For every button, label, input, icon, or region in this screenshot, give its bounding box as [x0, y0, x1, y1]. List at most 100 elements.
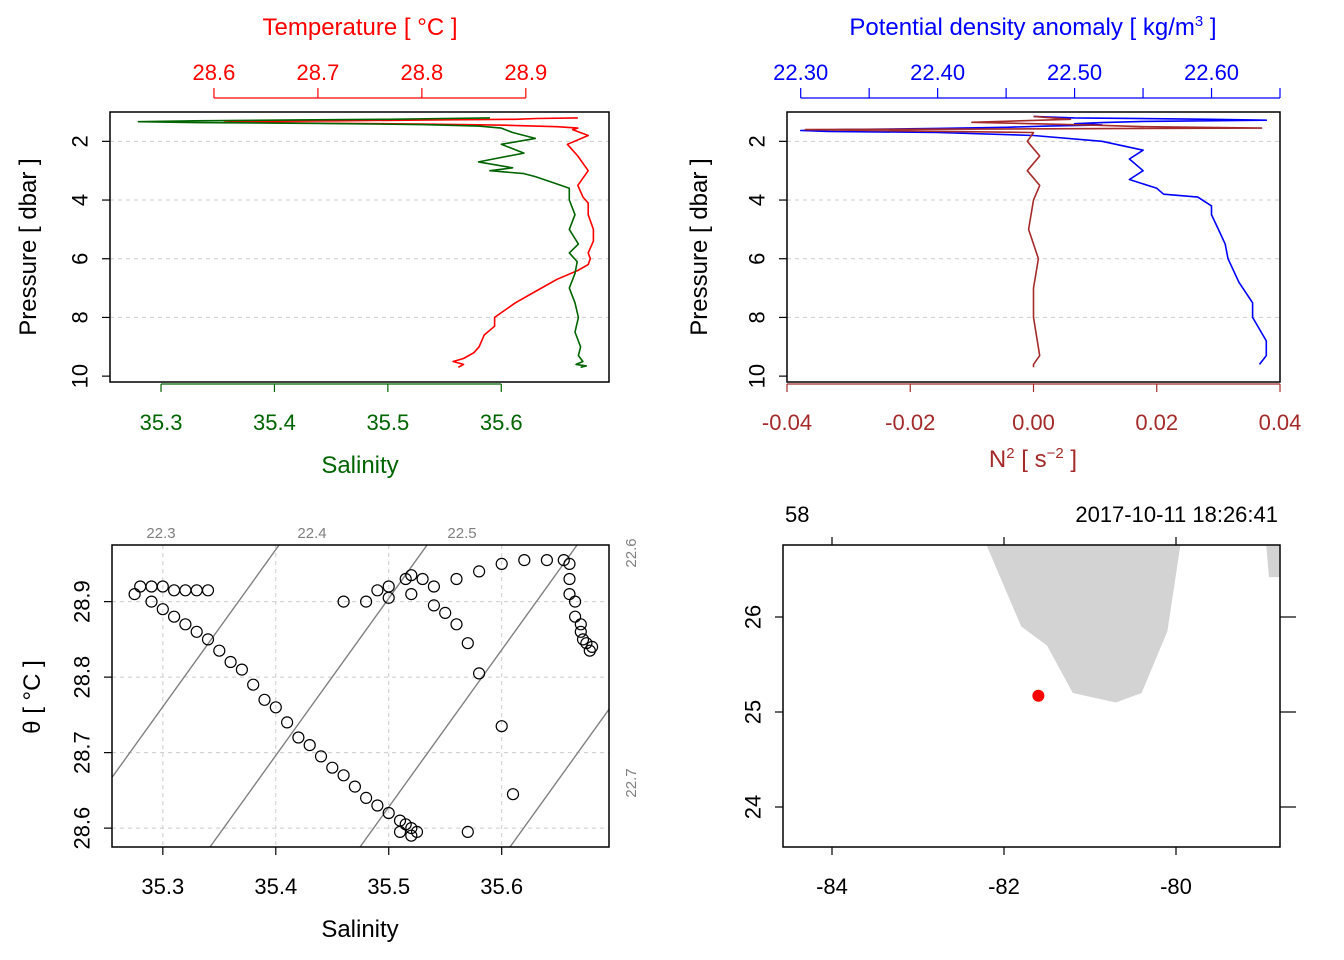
- p2-y-tick-label: 28.6: [70, 807, 95, 850]
- p2-point: [473, 667, 486, 680]
- panel-station-map: -84 -82 -80 24 25 26 58 2017-10-11 18:26:41: [741, 502, 1296, 899]
- p2-isopycnal-line: [509, 708, 609, 847]
- p2-point: [563, 557, 576, 571]
- p3-frame: [782, 544, 1281, 848]
- p2-point: [235, 663, 248, 676]
- p2-point: [134, 580, 147, 593]
- p1-top-tick-label: 22.40: [910, 60, 965, 85]
- p2-isopycnal-line: [112, 545, 280, 779]
- p2-point: [540, 553, 554, 567]
- p2-point: [168, 610, 181, 623]
- p2-point: [393, 825, 407, 839]
- p2-point: [506, 788, 520, 801]
- p2-point: [450, 572, 463, 586]
- p2-grid: [112, 545, 609, 847]
- p0-top-tick-label: 28.8: [400, 60, 443, 85]
- p0-series-1-line: [137, 117, 588, 369]
- p1-y-tick-label: 10: [745, 364, 770, 388]
- p2-point: [585, 640, 599, 654]
- p2-point: [281, 716, 294, 729]
- p3-station: [1032, 689, 1045, 702]
- p1-y-tick-label: 8: [745, 311, 770, 323]
- p2-points: [128, 553, 599, 842]
- p2-point: [326, 761, 339, 774]
- p0-y-tick-label: 4: [68, 194, 93, 206]
- p3-y-tick-label: 26: [741, 605, 766, 629]
- p0-y-tick-label: 8: [68, 311, 93, 323]
- p2-x-tick-label: 35.4: [254, 874, 297, 899]
- p2-y-tick-label: 28.7: [70, 731, 95, 774]
- p2-point: [360, 595, 373, 608]
- p0-series-0-line: [223, 117, 595, 368]
- p1-bottom-axis-label: N2 [ s−2 ]: [989, 445, 1077, 473]
- p2-point: [190, 584, 203, 597]
- p0-bottom-tick-label: 35.4: [253, 410, 296, 435]
- p0-bottom-tick-label: 35.3: [140, 410, 183, 435]
- p3-x-tick-label: -82: [988, 874, 1020, 899]
- p2-point: [382, 580, 395, 593]
- p1-series-1-line: [804, 115, 1263, 368]
- p1-top-axis-label: Potential density anomaly [ kg/m3 ]: [849, 13, 1216, 41]
- p2-axes: 35.3 35.4 35.5 35.6 28.6 28.7 28.8 28.9: [70, 580, 524, 899]
- p2-point: [337, 769, 350, 782]
- p2-point: [495, 557, 508, 571]
- p1-top-tick-label: 22.60: [1184, 60, 1239, 85]
- p2-point: [145, 580, 158, 593]
- p2-point: [348, 780, 361, 793]
- p2-point: [224, 655, 237, 669]
- p2-x-tick-label: 35.6: [480, 874, 523, 899]
- panel-temperature-salinity: 2 4 6 8 10 28.6 28.7 28.8 28.9 35.3 35.4 35.5 35.6 T…: [15, 14, 610, 479]
- p1-bottom-tick-label: -0.04: [762, 410, 812, 435]
- p0-top-tick-label: 28.6: [193, 60, 236, 85]
- p2-point: [473, 565, 486, 578]
- p2-y-tick-label: 28.8: [70, 656, 95, 699]
- p0-y-tick-label: 2: [68, 135, 93, 147]
- p2-point: [201, 633, 215, 646]
- p0-top-tick-label: 28.9: [504, 60, 547, 85]
- p2-point: [574, 625, 587, 638]
- p2-y-axis-label: θ [ °C ]: [19, 660, 46, 734]
- p2-point: [201, 584, 215, 597]
- p2-point: [371, 584, 384, 597]
- p1-series-0-line: [799, 115, 1268, 365]
- p2-point: [518, 553, 531, 567]
- p3-land: [986, 545, 1280, 703]
- p3-x-tick-label: -80: [1160, 874, 1192, 899]
- p2-point: [450, 618, 463, 631]
- p0-grid: [110, 140, 609, 318]
- p2-point: [145, 595, 158, 608]
- p1-y-tick-label: 4: [745, 194, 770, 206]
- p0-bottom-tick-label: 35.6: [480, 410, 523, 435]
- p3-y-tick-label: 25: [741, 700, 766, 724]
- p2-point: [168, 584, 181, 597]
- p1-bottom-tick-label: 0.02: [1135, 410, 1178, 435]
- p0-y-tick-label: 6: [68, 253, 93, 265]
- p1-bottom-tick-label: -0.02: [885, 410, 935, 435]
- p2-point: [461, 825, 474, 839]
- p1-grid: [787, 140, 1280, 318]
- p1-y-axis-label: Pressure [ dbar ]: [686, 158, 713, 335]
- p1-top-tick-label: 22.50: [1047, 60, 1102, 85]
- p2-point: [258, 693, 271, 706]
- p3-land-polygon: [1266, 545, 1280, 578]
- p2-point: [439, 606, 452, 620]
- p0-y-tick-label: 10: [68, 364, 93, 388]
- p2-point: [427, 580, 440, 593]
- p2-isopycnal-label: 22.6: [623, 538, 640, 567]
- p3-land-polygon: [986, 545, 1181, 703]
- p1-bottom-tick-label: 0.00: [1012, 410, 1055, 435]
- p2-point: [461, 637, 474, 650]
- p3-x-tick-label: -84: [816, 874, 848, 899]
- p3-axes: -84 -82 -80 24 25 26: [741, 537, 1296, 899]
- p2-point: [405, 569, 418, 582]
- p2-point: [179, 618, 192, 631]
- p2-isopycnal-label: 22.3: [146, 525, 175, 542]
- p0-axes: 2 4 6 8 10 28.6 28.7 28.8 28.9 35.3 35.4 35.5 35.6: [68, 60, 548, 435]
- p2-isopycnal-line: [662, 502, 910, 847]
- p2-x-tick-label: 35.5: [367, 874, 410, 899]
- p2-point: [269, 701, 282, 714]
- p2-frame: [111, 544, 610, 848]
- p3-station-time: 2017-10-11 18:26:41: [1075, 502, 1278, 527]
- p2-point: [190, 625, 203, 638]
